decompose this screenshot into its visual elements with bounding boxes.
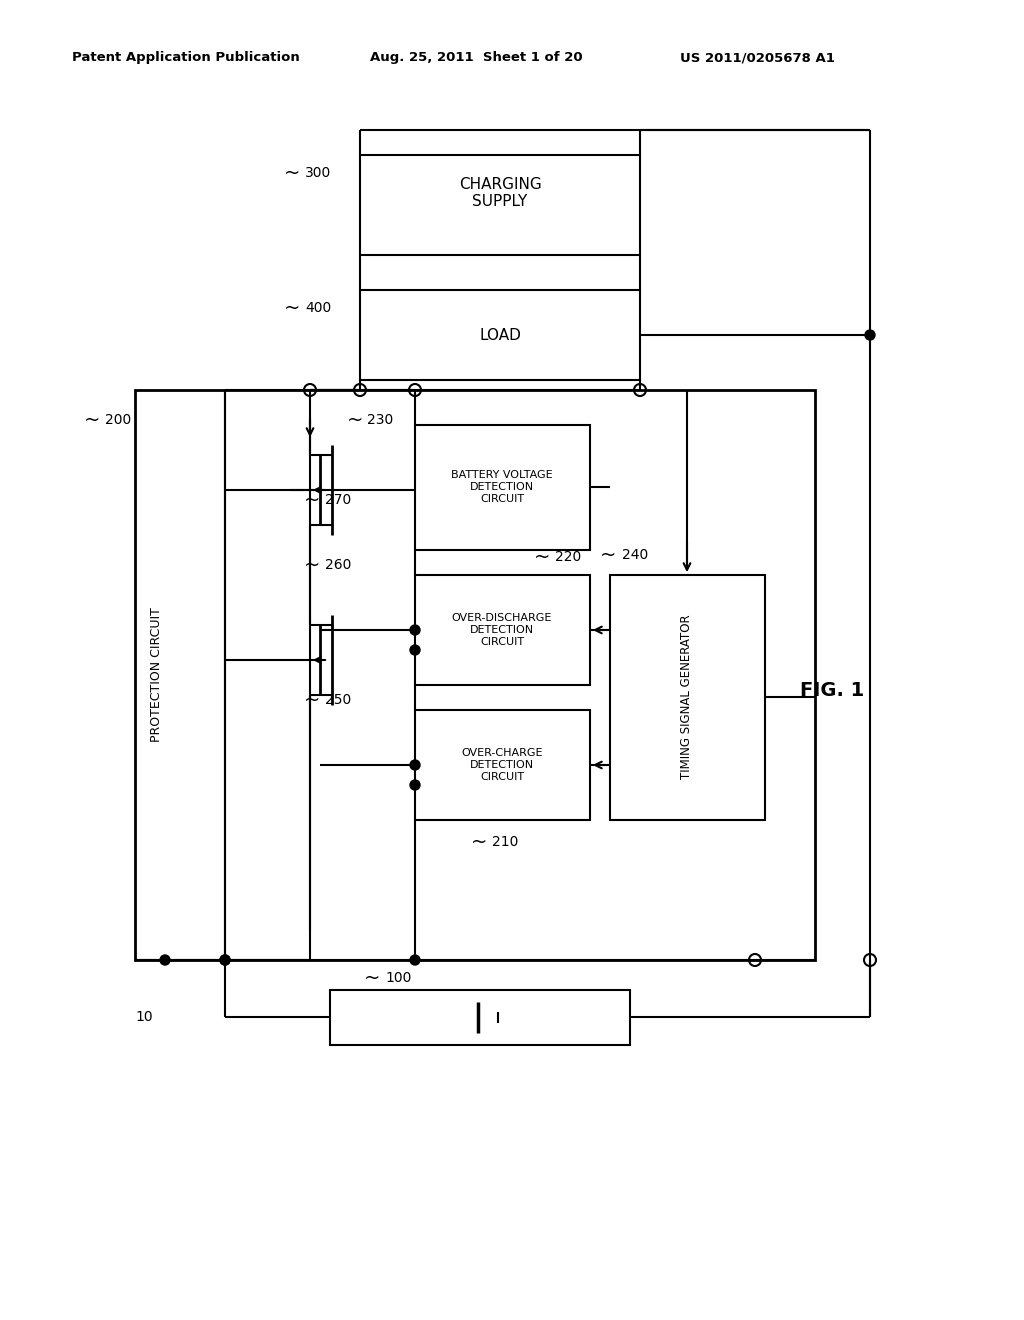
- Text: ~: ~: [304, 556, 321, 574]
- Circle shape: [220, 954, 230, 965]
- Text: 240: 240: [622, 548, 648, 562]
- Text: OVER-CHARGE
DETECTION
CIRCUIT: OVER-CHARGE DETECTION CIRCUIT: [461, 748, 543, 781]
- Text: ~: ~: [284, 298, 300, 318]
- Circle shape: [410, 780, 420, 789]
- Text: ~: ~: [84, 411, 100, 429]
- Text: ~: ~: [364, 969, 380, 987]
- Bar: [610, 576, 765, 820]
- Text: ~: ~: [534, 548, 550, 566]
- Text: US 2011/0205678 A1: US 2011/0205678 A1: [680, 51, 835, 65]
- Text: FIG. 1: FIG. 1: [800, 681, 864, 700]
- Circle shape: [865, 330, 874, 341]
- Bar: [360, 154, 640, 255]
- Text: Aug. 25, 2011  Sheet 1 of 20: Aug. 25, 2011 Sheet 1 of 20: [370, 51, 583, 65]
- Text: 400: 400: [305, 301, 331, 315]
- Circle shape: [410, 645, 420, 655]
- Text: 100: 100: [385, 972, 412, 985]
- Bar: [415, 576, 590, 685]
- Text: 270: 270: [325, 492, 351, 507]
- Text: PROTECTION CIRCUIT: PROTECTION CIRCUIT: [151, 607, 164, 742]
- Text: 200: 200: [105, 413, 131, 426]
- Bar: [135, 389, 815, 960]
- Text: OVER-DISCHARGE
DETECTION
CIRCUIT: OVER-DISCHARGE DETECTION CIRCUIT: [452, 614, 552, 647]
- Bar: [415, 710, 590, 820]
- Bar: [415, 425, 590, 550]
- Circle shape: [410, 624, 420, 635]
- Text: Patent Application Publication: Patent Application Publication: [72, 51, 300, 65]
- Text: LOAD: LOAD: [479, 327, 521, 342]
- Text: ~: ~: [304, 690, 321, 710]
- Text: ~: ~: [284, 164, 300, 182]
- Circle shape: [160, 954, 170, 965]
- Text: 300: 300: [305, 166, 331, 180]
- Text: 260: 260: [325, 558, 351, 572]
- Text: 250: 250: [325, 693, 351, 708]
- Text: TIMING SIGNAL GENERATOR: TIMING SIGNAL GENERATOR: [681, 615, 693, 779]
- Text: ~: ~: [304, 491, 321, 510]
- Circle shape: [220, 954, 230, 965]
- Text: ~: ~: [471, 833, 487, 851]
- Text: 210: 210: [492, 836, 518, 849]
- Text: ~: ~: [347, 411, 364, 429]
- Text: CHARGING
SUPPLY: CHARGING SUPPLY: [459, 177, 542, 209]
- Bar: [360, 290, 640, 380]
- Bar: [330, 990, 630, 1045]
- Text: ~: ~: [600, 545, 616, 565]
- Text: 220: 220: [555, 550, 582, 564]
- Text: 230: 230: [367, 413, 393, 426]
- Circle shape: [410, 760, 420, 770]
- Circle shape: [410, 954, 420, 965]
- Text: BATTERY VOLTAGE
DETECTION
CIRCUIT: BATTERY VOLTAGE DETECTION CIRCUIT: [452, 470, 553, 504]
- Text: 10: 10: [135, 1010, 153, 1024]
